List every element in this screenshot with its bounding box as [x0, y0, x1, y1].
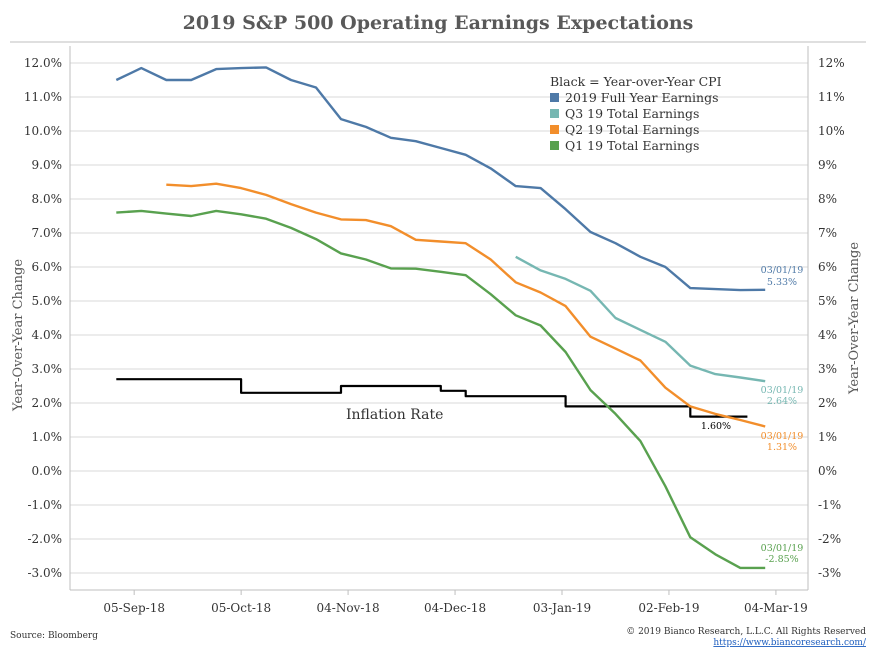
annotation-q1-value: -2.85% [765, 554, 798, 565]
right-tick-label: 8% [818, 192, 837, 206]
left-tick-label: 3.0% [32, 362, 63, 376]
end-annotations: 03/01/195.33%03/01/192.64%03/01/191.31%0… [346, 265, 803, 565]
right-tick-label: 9% [818, 158, 837, 172]
left-axis-ticks: 12.0% 11.0% 10.0% 9.0% 8.0% 7.0% 6.0% 5.0% 4.0% 3… [24, 56, 62, 580]
left-tick-label: -2.0% [27, 532, 62, 546]
left-tick-label: 11.0% [24, 90, 62, 104]
right-tick-label: 2% [818, 396, 837, 410]
left-tick-label: 4.0% [32, 328, 63, 342]
annotation-fy-date: 03/01/19 [761, 265, 804, 276]
inflation-rate-label: Inflation Rate [346, 407, 443, 423]
annotation-q2-value: 1.31% [767, 442, 797, 453]
annotation-q3-date: 03/01/19 [761, 385, 804, 396]
legend-entry: Q1 19 Total Earnings [565, 138, 699, 153]
website-link[interactable]: https://www.biancoresearch.com/ [713, 638, 867, 648]
left-tick-label: -1.0% [27, 498, 62, 512]
left-tick-label: 10.0% [24, 124, 62, 138]
annotation-q2-date: 03/01/19 [761, 431, 804, 442]
annotation-q1-date: 03/01/19 [761, 543, 804, 554]
right-tick-label: 11% [818, 90, 845, 104]
series-line-0 [115, 66, 766, 292]
annotation-fy-value: 5.33% [767, 277, 797, 288]
chart-title: 2019 S&P 500 Operating Earnings Expectat… [183, 12, 694, 34]
left-tick-label: 6.0% [32, 260, 63, 274]
x-tick-label: 02-Feb-19 [638, 601, 699, 615]
right-tick-label: 7% [818, 226, 837, 240]
legend-entry: 2019 Full Year Earnings [565, 90, 719, 105]
left-tick-label: 7.0% [32, 226, 63, 240]
series-line-2 [166, 182, 766, 428]
legend-swatch [550, 125, 559, 134]
x-tick-label: 05-Oct-18 [211, 601, 271, 615]
right-tick-label: 5% [818, 294, 837, 308]
series-lines [115, 66, 766, 570]
right-tick-label: 0% [818, 464, 837, 478]
left-tick-label: 0.0% [32, 464, 63, 478]
source-note: Source: Bloomberg [10, 631, 98, 641]
left-tick-label: 9.0% [32, 158, 63, 172]
annotation-cpi-end: 1.60% [701, 421, 731, 432]
x-tick-label: 05-Sep-18 [103, 601, 165, 615]
axes [69, 46, 809, 591]
legend-header: Black = Year-over-Year CPI [550, 74, 722, 89]
legend-entry: Q2 19 Total Earnings [565, 122, 699, 137]
right-tick-label: 3% [818, 362, 837, 376]
annotation-q3-value: 2.64% [767, 396, 797, 407]
left-tick-label: 1.0% [32, 430, 63, 444]
left-tick-label: -3.0% [27, 566, 62, 580]
x-tick-label: 04-Mar-19 [744, 601, 808, 615]
right-tick-label: -3% [818, 566, 841, 580]
legend-swatch [550, 93, 559, 102]
right-tick-label: -1% [818, 498, 841, 512]
right-tick-label: 1% [818, 430, 837, 444]
legend-entry: Q3 19 Total Earnings [565, 106, 699, 121]
x-tick-label: 04-Nov-18 [317, 601, 380, 615]
left-tick-label: 5.0% [32, 294, 63, 308]
right-tick-label: -2% [818, 532, 841, 546]
right-tick-label: 6% [818, 260, 837, 274]
right-axis-ticks: 12% 11% 10% 9% 8% 7% 6% 5% 4% 3% 2% 1% 0% -1% -2% -3% [818, 56, 845, 580]
x-tick-label: 04-Dec-18 [424, 601, 486, 615]
x-tick-label: 03-Jan-19 [533, 601, 591, 615]
right-tick-label: 4% [818, 328, 837, 342]
left-tick-label: 12.0% [24, 56, 62, 70]
x-axis-ticks: 05-Sep-18 05-Oct-18 04-Nov-18 04-Dec-18 03-J… [103, 590, 808, 615]
right-axis-title: Year-Over-Year Change [847, 242, 862, 395]
left-axis-title: Year-Over-Year Change [11, 259, 26, 412]
copyright-note: © 2019 Bianco Research, L.L.C. All Right… [626, 627, 866, 637]
left-tick-label: 2.0% [32, 396, 63, 410]
gridlines [70, 62, 808, 574]
series-line-4 [116, 378, 748, 418]
right-tick-label: 12% [818, 56, 845, 70]
left-tick-label: 8.0% [32, 192, 63, 206]
right-tick-label: 10% [818, 124, 845, 138]
legend-swatch [550, 109, 559, 118]
series-line-1 [515, 255, 766, 383]
series-line-3 [116, 209, 766, 570]
legend-swatch [550, 141, 559, 150]
